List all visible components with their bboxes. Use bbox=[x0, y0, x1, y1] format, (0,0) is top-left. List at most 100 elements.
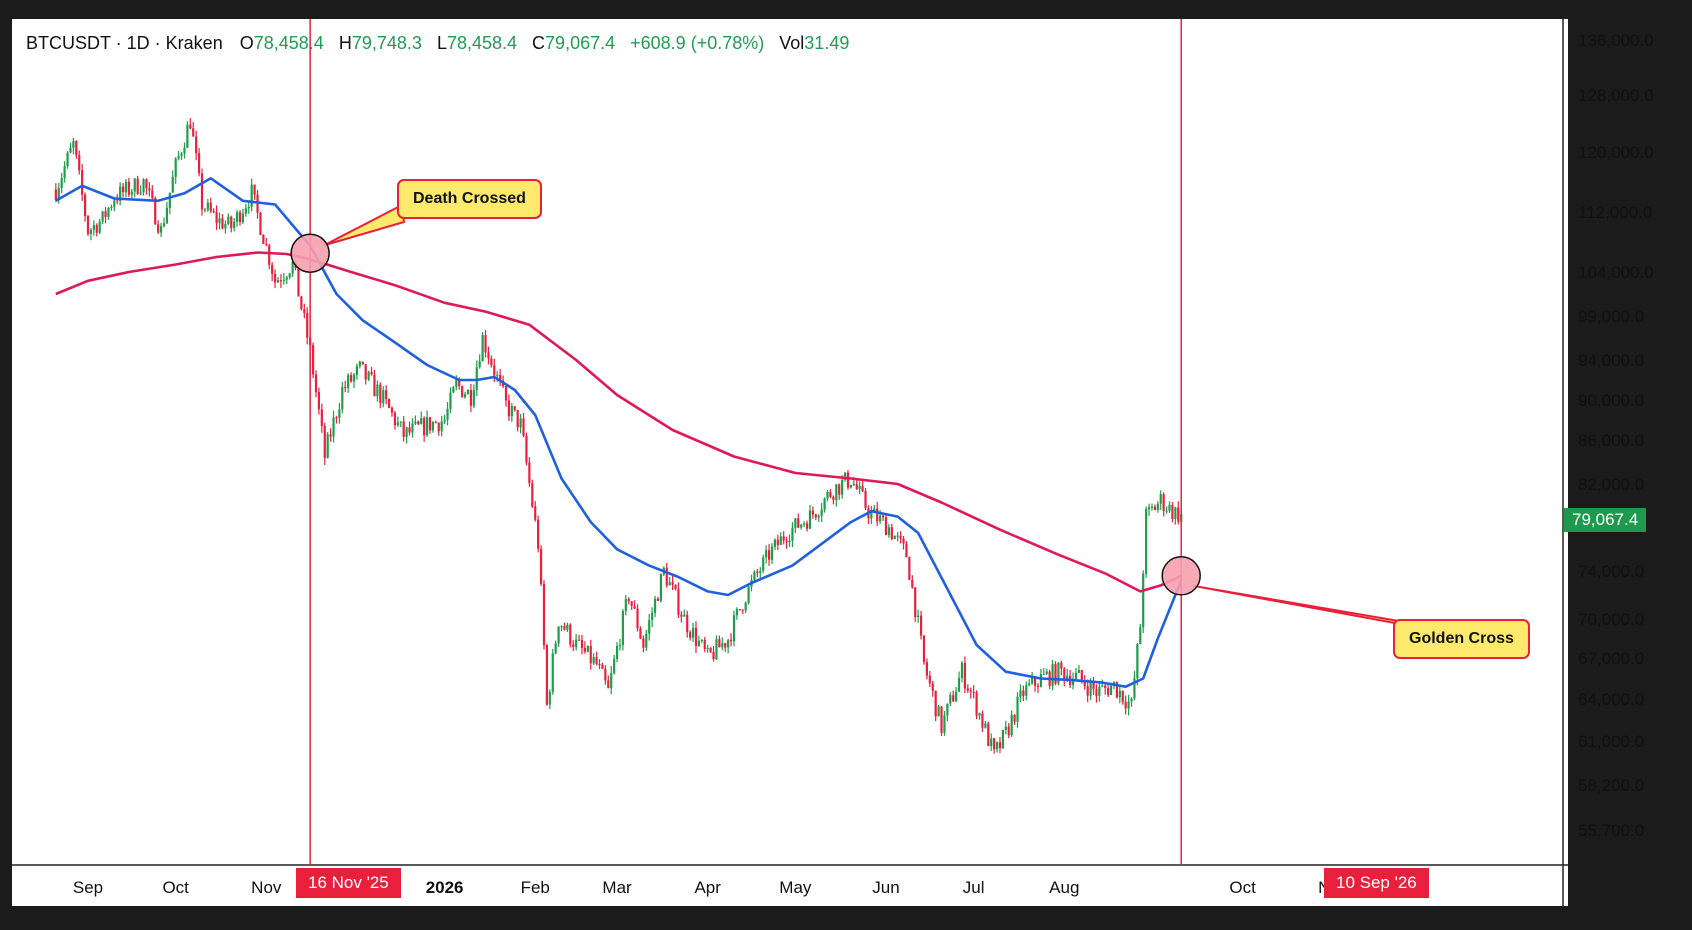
candle bbox=[820, 502, 823, 523]
candle bbox=[136, 175, 139, 195]
candle bbox=[548, 689, 551, 710]
candle bbox=[1127, 694, 1130, 716]
candle bbox=[253, 184, 256, 200]
candle bbox=[54, 183, 57, 202]
price-tick-label: 55,700.0 bbox=[1578, 821, 1644, 840]
candle bbox=[583, 641, 587, 654]
candle bbox=[785, 536, 788, 549]
candle bbox=[741, 609, 744, 614]
date-tick-label: Sep bbox=[73, 878, 103, 897]
candle bbox=[601, 662, 604, 670]
candle bbox=[279, 274, 283, 288]
slow-moving-average-line bbox=[55, 251, 1182, 593]
candle bbox=[230, 215, 233, 233]
candle bbox=[165, 201, 169, 225]
candle bbox=[244, 203, 247, 217]
candle bbox=[81, 163, 84, 201]
date-tick-label: Nov bbox=[251, 878, 282, 897]
candle bbox=[534, 501, 537, 522]
candle bbox=[1063, 666, 1066, 687]
candle bbox=[665, 562, 668, 588]
candle bbox=[1077, 664, 1080, 673]
candle bbox=[452, 385, 455, 394]
candle bbox=[706, 644, 709, 653]
price-tick-label: 64,000.0 bbox=[1578, 690, 1644, 709]
candle bbox=[1019, 684, 1022, 702]
candle bbox=[700, 638, 703, 644]
high-label: H bbox=[338, 33, 352, 53]
price-axis[interactable]: 136,000.0 128,000.0 120,000.0 112,000.0 104,… bbox=[1578, 31, 1654, 840]
candle bbox=[1174, 506, 1177, 525]
candle bbox=[835, 484, 838, 507]
candle bbox=[855, 479, 858, 491]
candle bbox=[443, 414, 446, 425]
candle bbox=[762, 554, 765, 574]
candle bbox=[753, 570, 756, 582]
candle bbox=[539, 545, 543, 587]
candle bbox=[297, 267, 300, 297]
price-tick-label: 99,000.0 bbox=[1578, 307, 1644, 326]
candle bbox=[379, 382, 382, 409]
candle bbox=[528, 457, 531, 487]
cross-markers-layer bbox=[290, 203, 1417, 625]
candle bbox=[303, 303, 306, 319]
candle bbox=[268, 243, 271, 270]
candle bbox=[522, 412, 525, 438]
candle bbox=[1025, 681, 1028, 701]
candle bbox=[475, 360, 478, 397]
candle bbox=[788, 534, 791, 547]
candle bbox=[98, 218, 101, 235]
candle bbox=[209, 197, 212, 214]
candle bbox=[978, 712, 981, 720]
candle bbox=[782, 531, 785, 545]
candle bbox=[1104, 682, 1107, 695]
candle bbox=[461, 385, 464, 398]
candle bbox=[241, 208, 245, 225]
candle bbox=[285, 275, 288, 285]
date-tick-label: Feb bbox=[521, 878, 550, 897]
candle bbox=[440, 415, 443, 437]
candle bbox=[990, 733, 993, 751]
candle bbox=[677, 582, 680, 618]
candle bbox=[613, 654, 616, 675]
candle bbox=[463, 391, 467, 399]
candle bbox=[770, 543, 774, 565]
candle bbox=[873, 504, 876, 511]
candle bbox=[390, 406, 394, 417]
candle bbox=[148, 182, 151, 197]
candle bbox=[636, 604, 639, 632]
candle bbox=[235, 209, 239, 227]
price-tick-label: 112,000.0 bbox=[1578, 203, 1652, 222]
candle bbox=[159, 222, 163, 238]
volume-value: 31.49 bbox=[804, 33, 850, 53]
candle bbox=[446, 401, 449, 426]
high-value: 79,748.3 bbox=[351, 33, 422, 53]
candle bbox=[344, 380, 347, 393]
candle bbox=[580, 634, 584, 655]
candle bbox=[563, 622, 566, 631]
candle bbox=[756, 568, 759, 578]
candle bbox=[814, 513, 817, 521]
candle bbox=[823, 497, 826, 513]
candle bbox=[174, 157, 177, 184]
candle bbox=[104, 206, 107, 224]
candle bbox=[449, 387, 452, 414]
candle bbox=[417, 420, 420, 426]
price-tick-label: 128,000.0 bbox=[1578, 86, 1654, 105]
candle bbox=[633, 600, 636, 610]
candle bbox=[817, 514, 820, 523]
candle bbox=[1147, 503, 1151, 516]
candle bbox=[861, 481, 864, 493]
change-value: +608.9 (+0.78%) bbox=[630, 33, 765, 53]
candle bbox=[943, 711, 946, 736]
candle bbox=[1133, 671, 1136, 701]
moving-averages-layer bbox=[55, 177, 1183, 688]
candle bbox=[630, 600, 633, 610]
close-value: 79,067.4 bbox=[545, 33, 616, 53]
candle bbox=[1060, 660, 1063, 676]
candle bbox=[1045, 668, 1048, 676]
candle bbox=[1033, 676, 1037, 692]
candle bbox=[203, 207, 207, 213]
candle bbox=[1165, 506, 1168, 514]
